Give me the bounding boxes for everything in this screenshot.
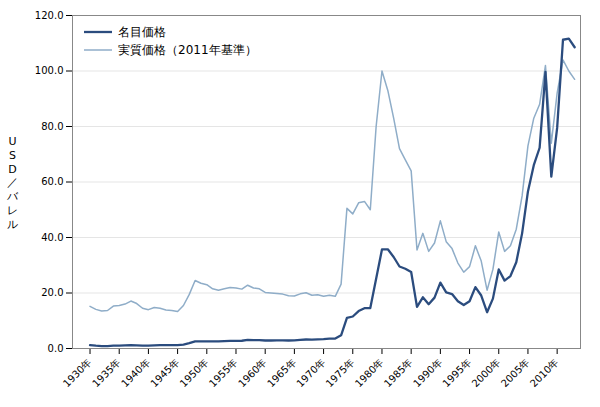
svg-text:2010年: 2010年 <box>528 356 561 389</box>
svg-text:80.0: 80.0 <box>41 121 63 132</box>
svg-text:120.0: 120.0 <box>35 10 64 21</box>
svg-text:2000年: 2000年 <box>470 356 503 389</box>
svg-text:1985年: 1985年 <box>382 356 415 389</box>
svg-text:1930年: 1930年 <box>61 356 94 389</box>
svg-text:1970年: 1970年 <box>294 356 327 389</box>
svg-text:100.0: 100.0 <box>35 65 64 76</box>
html-text:名目価格: 名目価格 <box>118 25 166 39</box>
svg-text:60.0: 60.0 <box>41 176 63 187</box>
svg-text:1940年: 1940年 <box>119 356 152 389</box>
svg-text:1975年: 1975年 <box>324 356 357 389</box>
html-text:実質価格（2011年基準）: 実質価格（2011年基準） <box>118 43 257 57</box>
svg-text:40.0: 40.0 <box>41 232 63 243</box>
svg-text:1945年: 1945年 <box>148 356 181 389</box>
svg-text:1960年: 1960年 <box>236 356 269 389</box>
svg-text:1950年: 1950年 <box>178 356 211 389</box>
svg-text:1955年: 1955年 <box>207 356 240 389</box>
svg-text:1990年: 1990年 <box>411 356 444 389</box>
svg-text:20.0: 20.0 <box>41 287 63 298</box>
svg-text:0.0: 0.0 <box>48 343 64 354</box>
svg-text:1995年: 1995年 <box>440 356 473 389</box>
svg-text:1980年: 1980年 <box>353 356 386 389</box>
svg-text:1965年: 1965年 <box>265 356 298 389</box>
svg-text:2005年: 2005年 <box>499 356 532 389</box>
svg-text:USD／バレル: USD／バレル <box>6 135 19 231</box>
svg-text:1935年: 1935年 <box>90 356 123 389</box>
